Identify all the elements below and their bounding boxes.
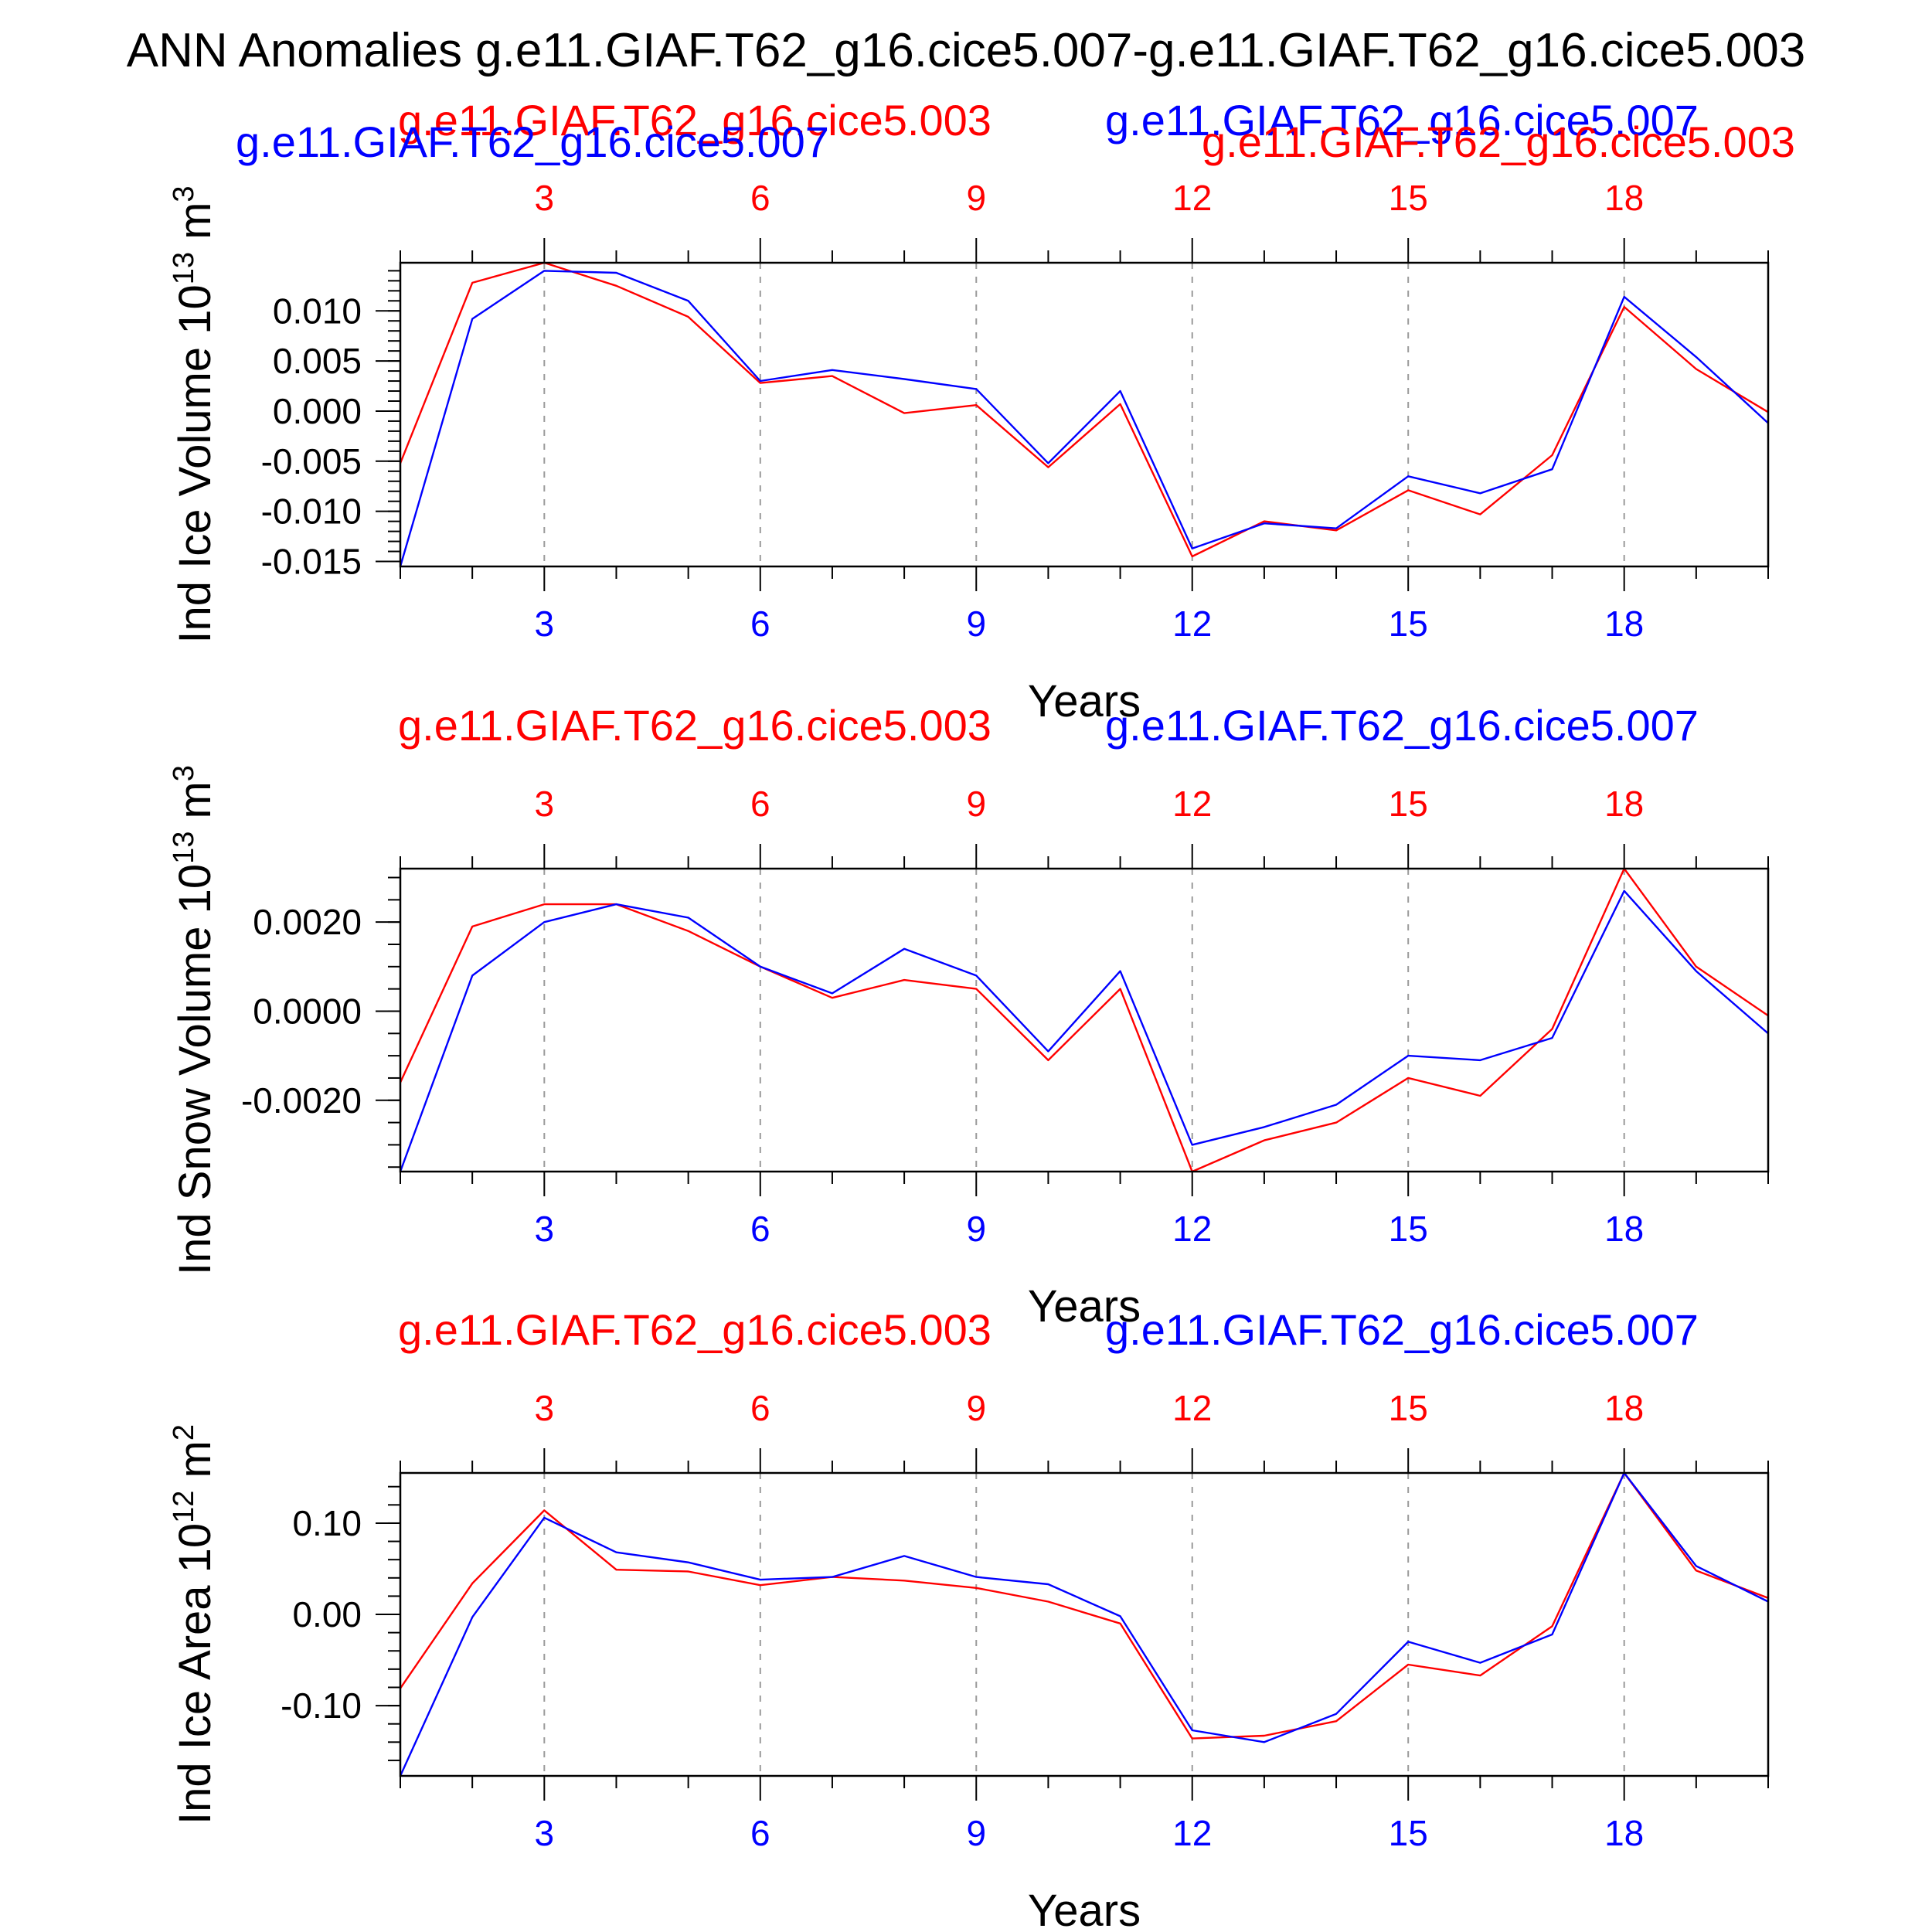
x-tick-label-bottom: 6 [750,1209,770,1249]
series-line-case-007 [399,270,1769,567]
x-tick-label-top: 9 [966,178,986,218]
x-tick-label-top: 12 [1172,1388,1212,1428]
x-tick-label-bottom: 9 [966,604,986,644]
x-tick-label-bottom: 9 [966,1209,986,1249]
y-tick-label: -0.0020 [241,1080,362,1121]
y-tick-label: -0.010 [261,492,362,532]
x-tick-label-top: 18 [1604,1388,1644,1428]
y-axis-label-part: m [170,781,220,831]
x-tick-label-top: 18 [1604,784,1644,824]
x-tick-label-top: 6 [750,784,770,824]
y-tick-label: -0.10 [281,1685,362,1726]
y-tick-label: -0.005 [261,441,362,481]
x-axis-label: Years [1028,1281,1141,1332]
series-line-case-003 [400,1471,1769,1740]
x-tick-label-bottom: 12 [1172,1209,1212,1249]
top-label-blue-right: g.e11.GIAF.T62_g16.cice5.007 [1105,1305,1699,1354]
y-tick-label: 0.0000 [253,991,362,1031]
x-tick-label-top: 6 [750,1388,770,1428]
x-tick-label-bottom: 12 [1172,1813,1212,1853]
top-label-red-left: g.e11.GIAF.T62_g16.cice5.003 [398,96,992,145]
y-tick-label: 0.000 [273,391,362,431]
x-tick-label-top: 15 [1389,178,1428,218]
y-tick-label: 0.10 [292,1503,362,1543]
y-axis-label-part: 12 [168,1491,200,1523]
y-axis-label-part: 13 [168,832,200,864]
x-tick-label-bottom: 15 [1389,1209,1428,1249]
top-label-blue-right: g.e11.GIAF.T62_g16.cice5.007 [1105,701,1699,750]
y-axis-label-part: Ind Ice Volume 10 [170,284,220,643]
y-axis-label-part: 3 [168,765,200,781]
top-label-blue-right: g.e11.GIAF.T62_g16.cice5.007 [1105,96,1699,145]
series-line-case-007 [399,1471,1769,1777]
x-tick-label-top: 3 [535,1388,555,1428]
y-axis-label-part: 3 [168,185,200,202]
top-label-red-left: g.e11.GIAF.T62_g16.cice5.003 [398,701,992,750]
x-tick-label-bottom: 6 [750,604,770,644]
y-tick-label: 0.00 [292,1594,362,1634]
y-axis-label-part: m [170,1440,220,1490]
y-axis-label-part: 13 [168,252,200,284]
panel-2: g.e11.GIAF.T62_g16.cice5.003 g.e11.GIAF.T… [168,701,1770,1332]
x-tick-label-bottom: 9 [966,1813,986,1853]
y-axis-label-part: Ind Ice Area 10 [170,1523,220,1825]
y-tick-label: 0.0020 [253,902,362,942]
x-tick-label-top: 15 [1389,784,1428,824]
x-tick-label-bottom: 12 [1172,604,1212,644]
series-line-case-003 [399,261,1769,558]
x-tick-label-top: 15 [1389,1388,1428,1428]
plot-frame [399,1471,1770,1777]
x-tick-label-bottom: 15 [1389,604,1428,644]
top-label-red-left: g.e11.GIAF.T62_g16.cice5.003 [398,1305,992,1354]
y-axis-label: Ind Snow Volume 1013 m3 [168,765,220,1275]
y-tick-label: 0.010 [273,291,362,331]
y-tick-label: 0.005 [273,341,362,381]
y-axis-label-part: Ind Snow Volume 10 [170,864,220,1275]
x-tick-label-bottom: 15 [1389,1813,1428,1853]
panel-1: g.e11.GIAF.T62_g16.cice5.003 g.e11.GIAF.T… [168,96,1795,726]
x-tick-label-top: 9 [966,784,986,824]
x-tick-label-top: 9 [966,1388,986,1428]
x-tick-label-bottom: 3 [535,1209,555,1249]
x-tick-label-bottom: 6 [750,1813,770,1853]
y-axis-label-part: m [170,202,220,252]
x-tick-label-bottom: 18 [1604,1209,1644,1249]
top-label-blue-left: g.e11.GIAF.T62_g16.cice5.007 [236,117,829,166]
x-axis-label: Years [1028,1886,1141,1932]
x-tick-label-bottom: 18 [1604,604,1644,644]
x-axis-label: Years [1028,676,1141,726]
series-line-case-003 [399,867,1769,1173]
x-tick-label-bottom: 3 [535,1813,555,1853]
panel-3: g.e11.GIAF.T62_g16.cice5.003 g.e11.GIAF.T… [168,1305,1770,1932]
x-tick-label-top: 3 [535,784,555,824]
x-tick-label-top: 12 [1172,784,1212,824]
top-label-red-right: g.e11.GIAF.T62_g16.cice5.003 [1202,117,1795,166]
plot-frame [399,867,1770,1173]
y-axis-label-part: 2 [168,1424,200,1440]
y-tick-label: -0.015 [261,542,362,582]
x-tick-label-top: 6 [750,178,770,218]
x-tick-label-bottom: 18 [1604,1813,1644,1853]
y-axis-label: Ind Ice Volume 1013 m3 [168,185,220,643]
panels: g.e11.GIAF.T62_g16.cice5.003 g.e11.GIAF.T… [168,96,1795,1932]
figure-title: ANN Anomalies g.e11.GIAF.T62_g16.cice5.0… [127,24,1805,77]
x-tick-label-top: 3 [535,178,555,218]
x-tick-label-top: 18 [1604,178,1644,218]
x-tick-label-bottom: 3 [535,604,555,644]
x-tick-label-top: 12 [1172,178,1212,218]
y-axis-label: Ind Ice Area 1012 m2 [168,1424,220,1825]
plot-frame [399,261,1770,568]
series-line-case-007 [399,889,1769,1172]
